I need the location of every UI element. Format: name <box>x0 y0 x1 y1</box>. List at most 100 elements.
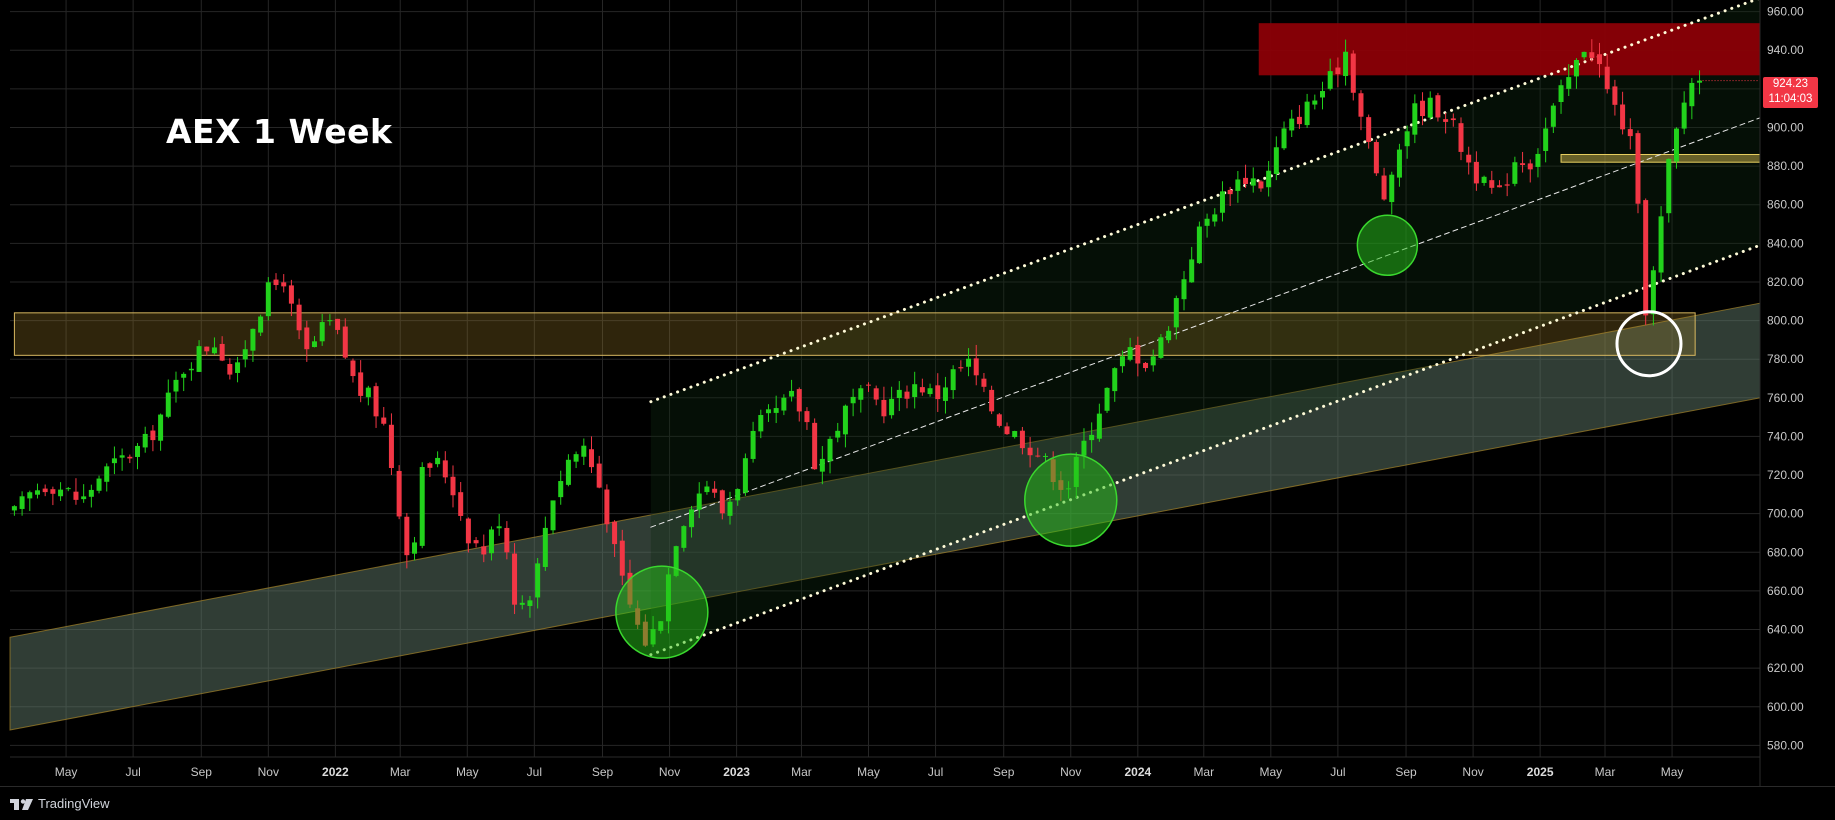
candle-down <box>1035 455 1041 457</box>
candle-up <box>1543 128 1549 151</box>
candle-up <box>789 390 795 397</box>
price-tick-label: 940.00 <box>1767 43 1804 57</box>
candle-up <box>773 408 779 413</box>
candle-up <box>765 409 771 414</box>
candle-down <box>273 279 279 286</box>
candle-up <box>88 489 94 497</box>
price-tick-label: 720.00 <box>1767 468 1804 482</box>
candle-down <box>1227 189 1233 195</box>
candle-up <box>581 445 587 457</box>
candle-down <box>204 346 210 352</box>
candle-up <box>111 458 117 464</box>
green-circle-marker <box>1024 453 1118 547</box>
candle-up <box>188 368 194 371</box>
candle-down <box>1004 426 1010 435</box>
candle-up <box>1550 105 1556 127</box>
candle-down <box>812 422 818 470</box>
candle-down <box>1466 154 1472 163</box>
candle-up <box>573 454 579 462</box>
candle-down <box>1258 181 1264 189</box>
price-chart[interactable]: 960.00940.00920.00900.00880.00860.00840.… <box>0 0 1835 786</box>
candle-up <box>542 527 548 567</box>
candle-up <box>912 384 918 398</box>
candle-down <box>1027 447 1033 456</box>
candle-up <box>1681 102 1687 129</box>
candle-up <box>104 466 110 482</box>
candle-down <box>404 516 410 556</box>
candle-down <box>1143 362 1149 369</box>
candle-up <box>242 349 248 360</box>
candle-down <box>1243 177 1249 184</box>
candle-up <box>681 526 687 548</box>
candle-up <box>750 430 756 459</box>
candle-down <box>127 456 133 459</box>
time-tick-label: Nov <box>258 765 279 779</box>
candle-up <box>81 496 87 500</box>
candle-up <box>896 389 902 398</box>
candle-up <box>1666 158 1672 214</box>
candle-down <box>1635 133 1641 204</box>
candle-up <box>1320 91 1325 98</box>
candle-up <box>1689 82 1695 107</box>
candle-up <box>1042 455 1048 457</box>
time-tick-label: Sep <box>191 765 213 779</box>
candle-up <box>365 387 371 398</box>
candle-up <box>435 457 441 465</box>
candle-down <box>935 385 941 400</box>
candle-up <box>535 563 541 598</box>
time-tick-label: Jul <box>125 765 140 779</box>
green-circle-marker <box>615 565 709 659</box>
candle-up <box>1173 298 1179 328</box>
green-circle-marker <box>1356 214 1419 277</box>
candle-up <box>850 396 856 404</box>
time-tick-label: May <box>456 765 479 779</box>
candle-up <box>1558 85 1564 103</box>
tradingview-brand[interactable]: TradingView <box>10 796 110 811</box>
candle-up <box>1212 214 1218 222</box>
candle-down <box>1520 163 1526 165</box>
candle-down <box>1358 93 1364 117</box>
candle-up <box>519 602 525 605</box>
time-axis[interactable]: May Jul Sep Nov 2022 Mar May Jul Sep Nov 2023 Mar Ma… <box>55 765 1684 779</box>
candle-down <box>712 488 718 493</box>
candle-up <box>842 405 848 435</box>
candle-up <box>496 526 502 529</box>
price-tick-label: 580.00 <box>1767 738 1804 752</box>
time-tick-label: Jul <box>928 765 943 779</box>
trend-line-dashed <box>650 117 1761 528</box>
candle-down <box>989 389 995 412</box>
candle-down <box>50 489 56 494</box>
time-tick-label: May <box>857 765 880 779</box>
candle-up <box>1312 100 1318 105</box>
candle-down <box>1496 185 1502 188</box>
candle-up <box>565 459 571 485</box>
candle-up <box>1658 216 1664 273</box>
white-circle-marker <box>1615 310 1683 378</box>
candle-up <box>96 478 102 491</box>
candle-down <box>304 327 310 350</box>
candle-up <box>1250 178 1256 186</box>
trend-line-dotted <box>649 0 1760 404</box>
price-axis[interactable]: 960.00940.00920.00900.00880.00860.00840.… <box>1767 5 1804 753</box>
price-tick-label: 800.00 <box>1767 314 1804 328</box>
candle-up <box>1396 149 1402 178</box>
candle-up <box>235 362 241 373</box>
candle-down <box>342 326 348 358</box>
candle-up <box>196 346 202 372</box>
candle-up <box>1673 128 1679 162</box>
candle-up <box>258 316 264 333</box>
candle-down <box>73 491 79 500</box>
tradingview-logo-icon <box>10 798 33 810</box>
candle-down <box>1620 104 1626 130</box>
candle-down <box>1135 345 1141 364</box>
candle-up <box>1096 413 1102 439</box>
candle-up <box>27 492 33 499</box>
candle-down <box>442 460 448 478</box>
candle-up <box>835 430 841 438</box>
candle-up <box>858 388 864 400</box>
candle-down <box>427 463 433 468</box>
candle-down <box>296 304 302 331</box>
candle-down <box>619 540 625 576</box>
candle-down <box>804 411 810 423</box>
candle-down <box>381 417 387 424</box>
